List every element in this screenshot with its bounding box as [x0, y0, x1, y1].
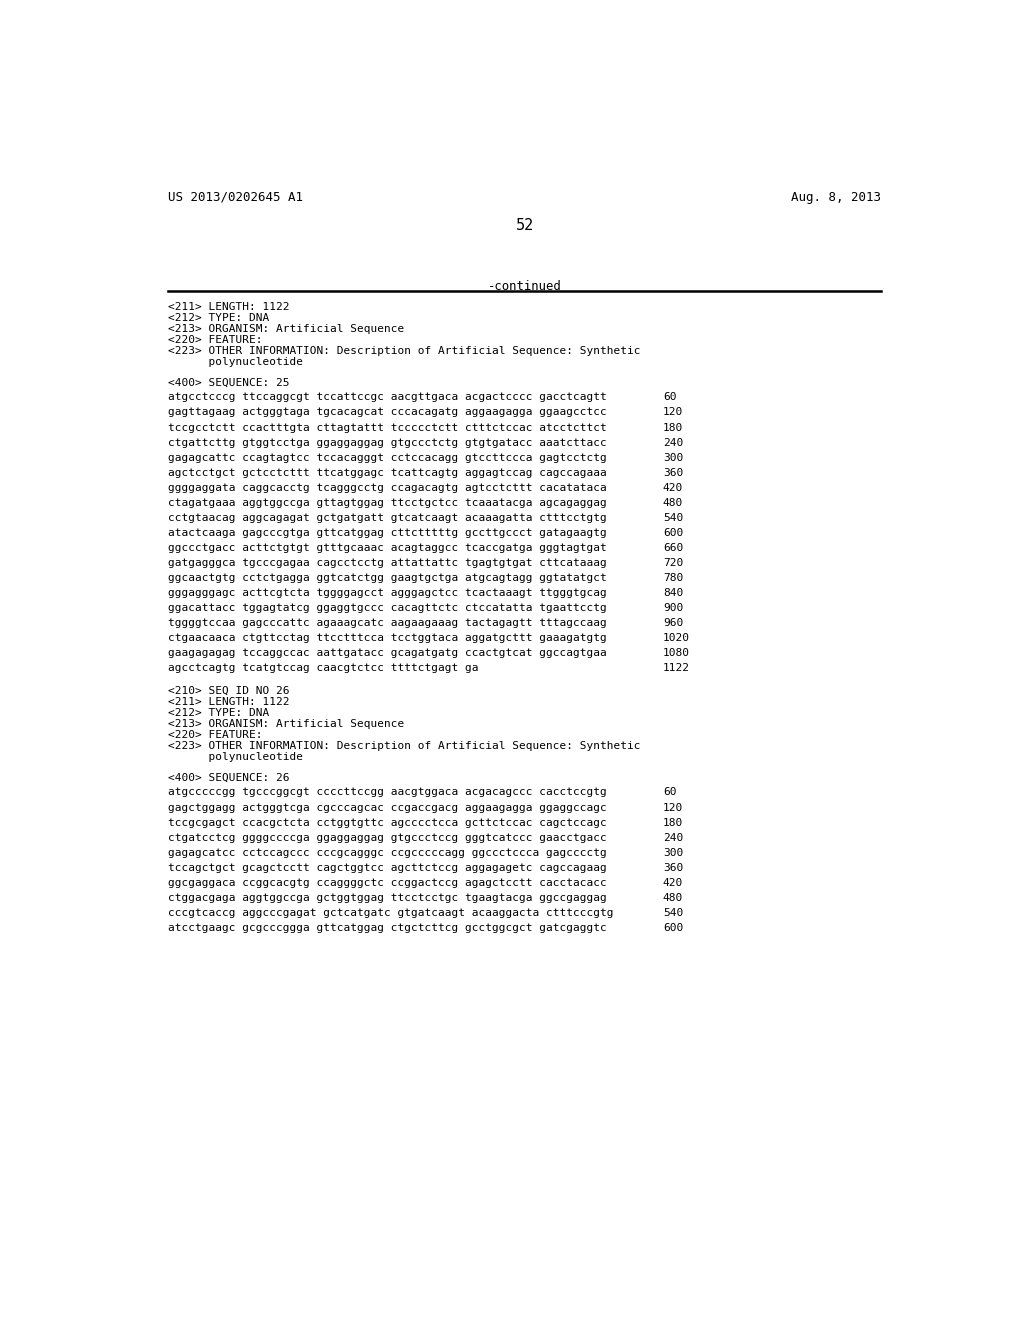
Text: tggggtccaa gagcccattc agaaagcatc aagaagaaag tactagagtt tttagccaag: tggggtccaa gagcccattc agaaagcatc aagaaga…	[168, 618, 607, 628]
Text: 420: 420	[663, 483, 683, 492]
Text: 540: 540	[663, 908, 683, 917]
Text: agctcctgct gctcctcttt ttcatggagc tcattcagtg aggagtccag cagccagaaa: agctcctgct gctcctcttt ttcatggagc tcattca…	[168, 467, 607, 478]
Text: ggggaggata caggcacctg tcagggcctg ccagacagtg agtcctcttt cacatataca: ggggaggata caggcacctg tcagggcctg ccagaca…	[168, 483, 607, 492]
Text: 300: 300	[663, 847, 683, 858]
Text: 240: 240	[663, 833, 683, 842]
Text: 480: 480	[663, 498, 683, 508]
Text: ggacattacc tggagtatcg ggaggtgccc cacagttctc ctccatatta tgaattcctg: ggacattacc tggagtatcg ggaggtgccc cacagtt…	[168, 603, 607, 612]
Text: 240: 240	[663, 437, 683, 447]
Text: ctagatgaaa aggtggccga gttagtggag ttcctgctcc tcaaatacga agcagaggag: ctagatgaaa aggtggccga gttagtggag ttcctgc…	[168, 498, 607, 508]
Text: ctggacgaga aggtggccga gctggtggag ttcctcctgc tgaagtacga ggccgaggag: ctggacgaga aggtggccga gctggtggag ttcctcc…	[168, 892, 607, 903]
Text: <400> SEQUENCE: 26: <400> SEQUENCE: 26	[168, 774, 290, 783]
Text: Aug. 8, 2013: Aug. 8, 2013	[792, 191, 882, 203]
Text: 960: 960	[663, 618, 683, 628]
Text: ggcgaggaca ccggcacgtg ccaggggctc ccggactccg agagctcctt cacctacacc: ggcgaggaca ccggcacgtg ccaggggctc ccggact…	[168, 878, 607, 887]
Text: tccgcgagct ccacgctcta cctggtgttc agcccctcca gcttctccac cagctccagc: tccgcgagct ccacgctcta cctggtgttc agcccct…	[168, 817, 607, 828]
Text: 52: 52	[516, 218, 534, 234]
Text: gaagagagag tccaggccac aattgatacc gcagatgatg ccactgtcat ggccagtgaa: gaagagagag tccaggccac aattgatacc gcagatg…	[168, 648, 607, 657]
Text: ggccctgacc acttctgtgt gtttgcaaac acagtaggcc tcaccgatga gggtagtgat: ggccctgacc acttctgtgt gtttgcaaac acagtag…	[168, 543, 607, 553]
Text: 60: 60	[663, 788, 676, 797]
Text: <211> LENGTH: 1122: <211> LENGTH: 1122	[168, 697, 290, 706]
Text: 1122: 1122	[663, 663, 690, 673]
Text: <212> TYPE: DNA: <212> TYPE: DNA	[168, 313, 269, 323]
Text: polynucleotide: polynucleotide	[168, 358, 303, 367]
Text: gagctggagg actgggtcga cgcccagcac ccgaccgacg aggaagagga ggaggccagc: gagctggagg actgggtcga cgcccagcac ccgaccg…	[168, 803, 607, 813]
Text: 780: 780	[663, 573, 683, 582]
Text: 660: 660	[663, 543, 683, 553]
Text: 540: 540	[663, 512, 683, 523]
Text: 600: 600	[663, 923, 683, 933]
Text: tccgcctctt ccactttgta cttagtattt tccccctctt ctttctccac atcctcttct: tccgcctctt ccactttgta cttagtattt tccccct…	[168, 422, 607, 433]
Text: 360: 360	[663, 467, 683, 478]
Text: 420: 420	[663, 878, 683, 887]
Text: <211> LENGTH: 1122: <211> LENGTH: 1122	[168, 302, 290, 312]
Text: atactcaaga gagcccgtga gttcatggag cttctttttg gccttgccct gatagaagtg: atactcaaga gagcccgtga gttcatggag cttcttt…	[168, 528, 607, 537]
Text: <223> OTHER INFORMATION: Description of Artificial Sequence: Synthetic: <223> OTHER INFORMATION: Description of …	[168, 346, 641, 356]
Text: <210> SEQ ID NO 26: <210> SEQ ID NO 26	[168, 685, 290, 696]
Text: 720: 720	[663, 557, 683, 568]
Text: polynucleotide: polynucleotide	[168, 752, 303, 763]
Text: gagagcatcc cctccagccc cccgcagggc ccgcccccagg ggccctccca gagcccctg: gagagcatcc cctccagccc cccgcagggc ccgcccc…	[168, 847, 607, 858]
Text: agcctcagtg tcatgtccag caacgtctcc ttttctgagt ga: agcctcagtg tcatgtccag caacgtctcc ttttctg…	[168, 663, 479, 673]
Text: <223> OTHER INFORMATION: Description of Artificial Sequence: Synthetic: <223> OTHER INFORMATION: Description of …	[168, 742, 641, 751]
Text: atgcccccgg tgcccggcgt ccccttccgg aacgtggaca acgacagccc cacctccgtg: atgcccccgg tgcccggcgt ccccttccgg aacgtgg…	[168, 788, 607, 797]
Text: gagagcattc ccagtagtcc tccacagggt cctccacagg gtccttccca gagtcctctg: gagagcattc ccagtagtcc tccacagggt cctccac…	[168, 453, 607, 462]
Text: <212> TYPE: DNA: <212> TYPE: DNA	[168, 708, 269, 718]
Text: 120: 120	[663, 408, 683, 417]
Text: US 2013/0202645 A1: US 2013/0202645 A1	[168, 191, 303, 203]
Text: 1080: 1080	[663, 648, 690, 657]
Text: 180: 180	[663, 422, 683, 433]
Text: atcctgaagc gcgcccggga gttcatggag ctgctcttcg gcctggcgct gatcgaggtc: atcctgaagc gcgcccggga gttcatggag ctgctct…	[168, 923, 607, 933]
Text: <213> ORGANISM: Artificial Sequence: <213> ORGANISM: Artificial Sequence	[168, 323, 404, 334]
Text: ctgaacaaca ctgttcctag ttcctttcca tcctggtaca aggatgcttt gaaagatgtg: ctgaacaaca ctgttcctag ttcctttcca tcctggt…	[168, 632, 607, 643]
Text: 360: 360	[663, 862, 683, 873]
Text: <400> SEQUENCE: 25: <400> SEQUENCE: 25	[168, 378, 290, 388]
Text: atgcctcccg ttccaggcgt tccattccgc aacgttgaca acgactcccc gacctcagtt: atgcctcccg ttccaggcgt tccattccgc aacgttg…	[168, 392, 607, 403]
Text: ggcaactgtg cctctgagga ggtcatctgg gaagtgctga atgcagtagg ggtatatgct: ggcaactgtg cctctgagga ggtcatctgg gaagtgc…	[168, 573, 607, 582]
Text: 120: 120	[663, 803, 683, 813]
Text: ctgattcttg gtggtcctga ggaggaggag gtgccctctg gtgtgatacc aaatcttacc: ctgattcttg gtggtcctga ggaggaggag gtgccct…	[168, 437, 607, 447]
Text: <213> ORGANISM: Artificial Sequence: <213> ORGANISM: Artificial Sequence	[168, 719, 404, 729]
Text: cctgtaacag aggcagagat gctgatgatt gtcatcaagt acaaagatta ctttcctgtg: cctgtaacag aggcagagat gctgatgatt gtcatca…	[168, 512, 607, 523]
Text: gatgagggca tgcccgagaa cagcctcctg attattattc tgagtgtgat cttcataaag: gatgagggca tgcccgagaa cagcctcctg attatta…	[168, 557, 607, 568]
Text: <220> FEATURE:: <220> FEATURE:	[168, 335, 263, 345]
Text: 1020: 1020	[663, 632, 690, 643]
Text: 480: 480	[663, 892, 683, 903]
Text: -continued: -continued	[487, 280, 562, 293]
Text: 900: 900	[663, 603, 683, 612]
Text: <220> FEATURE:: <220> FEATURE:	[168, 730, 263, 741]
Text: gagttagaag actgggtaga tgcacagcat cccacagatg aggaagagga ggaagcctcc: gagttagaag actgggtaga tgcacagcat cccacag…	[168, 408, 607, 417]
Text: 600: 600	[663, 528, 683, 537]
Text: gggagggagc acttcgtcta tggggagcct agggagctcc tcactaaagt ttgggtgcag: gggagggagc acttcgtcta tggggagcct agggagc…	[168, 587, 607, 598]
Text: ctgatcctcg ggggccccga ggaggaggag gtgccctccg gggtcatccc gaacctgacc: ctgatcctcg ggggccccga ggaggaggag gtgccct…	[168, 833, 607, 842]
Text: 180: 180	[663, 817, 683, 828]
Text: 840: 840	[663, 587, 683, 598]
Text: 60: 60	[663, 392, 676, 403]
Text: tccagctgct gcagctcctt cagctggtcc agcttctccg aggagagetc cagccagaag: tccagctgct gcagctcctt cagctggtcc agcttct…	[168, 862, 607, 873]
Text: 300: 300	[663, 453, 683, 462]
Text: cccgtcaccg aggcccgagat gctcatgatc gtgatcaagt acaaggacta ctttcccgtg: cccgtcaccg aggcccgagat gctcatgatc gtgatc…	[168, 908, 613, 917]
